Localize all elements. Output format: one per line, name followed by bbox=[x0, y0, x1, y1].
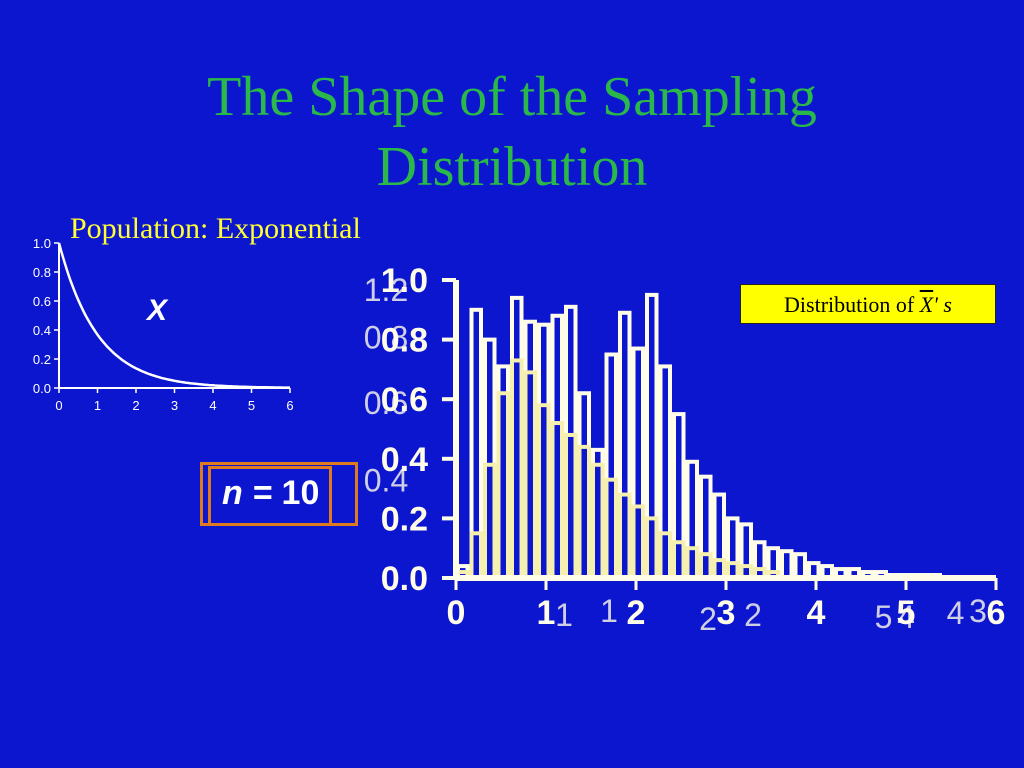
overlay-tick-label: 5 bbox=[875, 599, 893, 635]
sample-size-label: n = 10 bbox=[222, 474, 319, 513]
overlay-tick-label: 0.6 bbox=[364, 385, 408, 421]
histogram-bar bbox=[469, 531, 483, 580]
hist-y-tick-label: 0.8 bbox=[381, 322, 428, 360]
pop-x-tick-label: 6 bbox=[286, 398, 293, 413]
sample-size-box-inner bbox=[208, 466, 332, 526]
overlay-tick-label: 1 bbox=[600, 593, 618, 629]
histogram-bar bbox=[510, 358, 524, 580]
histogram-bar bbox=[537, 403, 551, 580]
overlay-tick-label: 4 bbox=[947, 595, 965, 631]
pop-x-tick-label: 2 bbox=[132, 398, 139, 413]
histogram-bar bbox=[672, 540, 686, 580]
histogram-bar bbox=[793, 552, 807, 581]
hist-x-tick-label: 5 bbox=[897, 594, 916, 632]
pop-y-tick-label: 0.4 bbox=[33, 323, 51, 338]
histogram-bar bbox=[550, 421, 564, 580]
histogram-bar bbox=[658, 531, 672, 580]
slide-title-line1: The Shape of the Sampling bbox=[207, 66, 817, 128]
histogram-bar bbox=[631, 504, 645, 580]
histogram-bar bbox=[523, 370, 537, 580]
overlay-tick-label: 0.8 bbox=[364, 320, 408, 356]
hist-x-tick-label: 6 bbox=[987, 594, 1006, 632]
slide-title: The Shape of the Sampling Distribution bbox=[0, 62, 1024, 202]
histogram-bar bbox=[496, 391, 510, 580]
pop-density-curve bbox=[57, 242, 290, 389]
pop-y-tick-label: 0.2 bbox=[33, 352, 51, 367]
histogram-bar bbox=[618, 492, 632, 580]
population-chart: 0 1 2 3 4 5 6 0.0 0.2 0.4 0.6 0.8 1.0 X bbox=[33, 236, 294, 413]
histogram-bar bbox=[685, 546, 699, 581]
overlay-tick-label: 2 bbox=[744, 597, 762, 633]
overlay-tick-label: 3 bbox=[969, 593, 987, 629]
sample-size-n-label: n = bbox=[222, 474, 273, 512]
pop-x-tick-label: 3 bbox=[171, 398, 178, 413]
pop-y-tick-label: 1.0 bbox=[33, 236, 51, 251]
hist-y-tick-label: 0.4 bbox=[381, 441, 428, 479]
histogram-bar bbox=[564, 432, 578, 580]
hist-x-tick-label: 0 bbox=[447, 594, 466, 632]
pop-x-tick-label: 0 bbox=[55, 398, 62, 413]
histogram-bar bbox=[577, 444, 591, 580]
histogram-bar bbox=[483, 462, 497, 580]
pop-x-tick-label: 4 bbox=[209, 398, 216, 413]
overlay-tick-label: 2 bbox=[699, 601, 717, 637]
sampling-distribution-chart: 0 1 2 3 4 5 60.00.20.40.60.81.01.20.80.60.41 21… bbox=[364, 262, 1006, 637]
hist-y-tick-label: 1.0 bbox=[381, 262, 428, 300]
histogram-bar bbox=[780, 549, 794, 580]
sample-size-value: 10 bbox=[281, 474, 320, 512]
hist-y-tick-label: 0.6 bbox=[381, 381, 428, 419]
pop-y-tick-label: 0.0 bbox=[33, 381, 51, 396]
hist-x-tick-label: 2 bbox=[627, 594, 646, 632]
overlay-tick-label: 4 bbox=[897, 599, 915, 635]
overlay-tick-label: 1.2 bbox=[364, 272, 408, 308]
legend-suffix: ' s bbox=[933, 292, 952, 317]
histogram-bar bbox=[699, 552, 713, 581]
overlay-tick-label: 1 bbox=[555, 597, 573, 633]
hist-y-tick-label: 0.2 bbox=[381, 500, 428, 538]
distribution-legend: Distribution of X' s bbox=[740, 284, 996, 324]
histogram-bar bbox=[604, 477, 618, 580]
histogram-bar bbox=[591, 462, 605, 580]
legend-prefix: Distribution of bbox=[784, 292, 915, 317]
legend-xbar-symbol: X bbox=[919, 292, 934, 317]
slide-subtitle: Population: Exponential bbox=[70, 212, 361, 245]
pop-y-tick-label: 0.8 bbox=[33, 265, 51, 280]
hist-x-tick-label: 4 bbox=[807, 594, 826, 632]
overlay-tick-label: 0.4 bbox=[364, 463, 408, 499]
hist-x-tick-label: 1 bbox=[537, 594, 556, 632]
hist-y-tick-label: 0.0 bbox=[381, 560, 428, 598]
histogram-bar bbox=[645, 516, 659, 580]
hist-x-tick-label: 3 bbox=[717, 594, 736, 632]
slide-title-line2: Distribution bbox=[376, 136, 648, 198]
pop-x-tick-label: 1 bbox=[94, 398, 101, 413]
pop-x-tick-label: 5 bbox=[248, 398, 255, 413]
pop-y-tick-label: 0.6 bbox=[33, 294, 51, 309]
pop-variable-label: X bbox=[145, 294, 169, 327]
